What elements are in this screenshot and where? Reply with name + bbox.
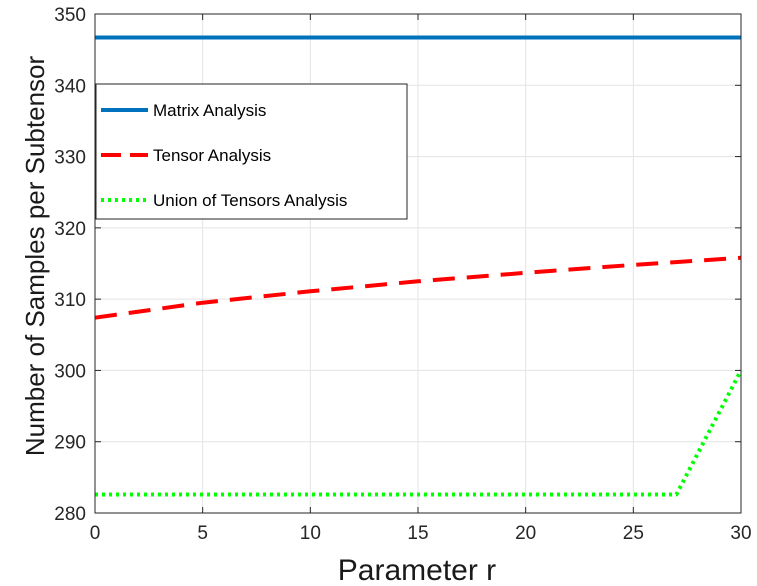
y-axis-label: Number of Samples per Subtensor bbox=[20, 56, 50, 457]
legend-label: Matrix Analysis bbox=[153, 101, 266, 120]
y-tick-label: 310 bbox=[54, 290, 86, 311]
y-tick-label: 320 bbox=[54, 219, 86, 240]
series-line-tensor-analysis bbox=[94, 255, 742, 320]
legend-label: Union of Tensors Analysis bbox=[153, 191, 347, 210]
y-tick-label: 330 bbox=[54, 148, 86, 169]
x-tick-label: 5 bbox=[197, 523, 208, 544]
x-axis-label: Parameter r bbox=[338, 554, 496, 586]
x-tick-label: 15 bbox=[407, 523, 428, 544]
y-tick-label: 290 bbox=[54, 433, 86, 454]
series-line-union-of-tensors-analysis bbox=[95, 369, 743, 497]
y-tick-label: 340 bbox=[54, 76, 86, 97]
y-axis-ticks: 280 290 300 310 320 330 340 350 bbox=[54, 5, 741, 525]
y-tick-label: 300 bbox=[54, 361, 86, 382]
x-tick-label: 25 bbox=[623, 523, 644, 544]
legend-box bbox=[95, 83, 408, 220]
legend-label: Tensor Analysis bbox=[153, 146, 271, 165]
x-tick-label: 20 bbox=[515, 523, 536, 544]
x-tick-label: 10 bbox=[300, 523, 321, 544]
x-tick-label: 0 bbox=[90, 523, 101, 544]
y-tick-label: 350 bbox=[54, 5, 86, 26]
legend: Matrix Analysis Tensor Analysis Union of T… bbox=[95, 83, 408, 220]
x-axis-ticks: 0 5 10 15 20 25 30 bbox=[90, 14, 752, 544]
x-tick-label: 30 bbox=[730, 523, 751, 544]
series-layer bbox=[94, 35, 743, 497]
y-tick-label: 280 bbox=[54, 504, 86, 525]
